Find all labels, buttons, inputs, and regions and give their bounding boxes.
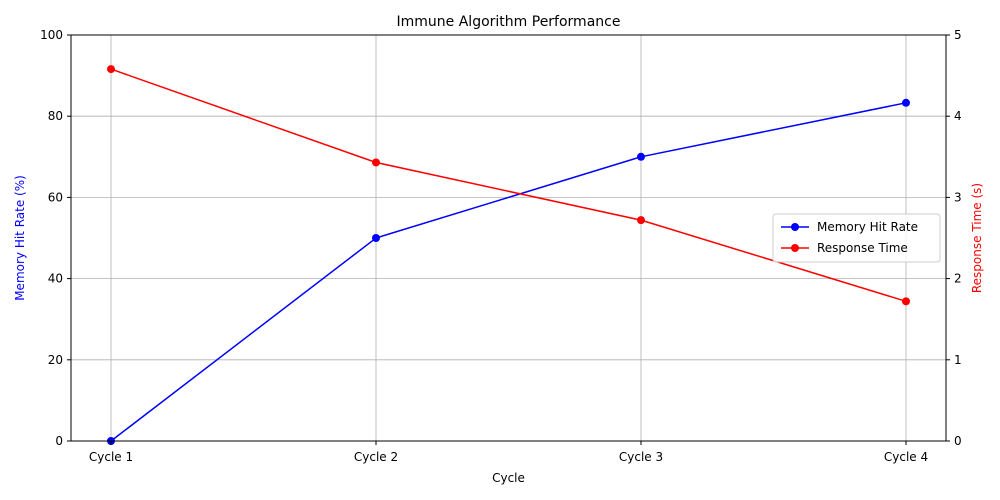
data-point <box>637 152 645 161</box>
x-axis-label: Cycle <box>492 471 525 485</box>
legend-entry-label: Memory Hit Rate <box>817 220 918 234</box>
chart-title: Immune Algorithm Performance <box>397 14 621 30</box>
y-left-axis-label: Memory Hit Rate (%) <box>13 175 27 301</box>
y-right-tick-label: 2 <box>954 272 962 286</box>
series-line <box>110 68 907 303</box>
data-point <box>637 216 645 225</box>
x-tick-label: Cycle 3 <box>619 450 663 464</box>
y-right-tick-label: 1 <box>954 353 962 367</box>
y-left-tick-label: 100 <box>40 28 63 42</box>
x-tick-label: Cycle 1 <box>89 450 133 464</box>
y-right-tick-label: 5 <box>954 28 962 42</box>
legend-entry-label: Response Time <box>817 241 908 255</box>
data-point <box>372 158 380 167</box>
data-point <box>107 65 115 74</box>
ticks: Cycle 1 Cycle 2 Cycle 3 Cycle 4020406080100… <box>40 28 962 464</box>
y-left-tick-label: 40 <box>48 272 63 286</box>
x-tick-label: Cycle 2 <box>354 450 398 464</box>
legend: Memory Hit Rate Response Time <box>772 213 941 263</box>
y-right-tick-label: 4 <box>954 109 962 123</box>
legend-box <box>772 213 941 263</box>
y-left-tick-label: 0 <box>55 434 63 448</box>
legend-marker <box>791 244 799 252</box>
y-right-tick-label: 3 <box>954 190 962 204</box>
y-left-tick-label: 20 <box>48 353 63 367</box>
series-line <box>110 102 907 442</box>
legend-marker <box>791 223 799 231</box>
plot-frame <box>70 34 947 442</box>
y-left-tick-label: 60 <box>48 190 63 204</box>
data-point <box>372 234 380 242</box>
y-right-tick-label: 0 <box>954 434 962 448</box>
y-left-tick-label: 80 <box>48 109 63 123</box>
data-point <box>902 98 910 107</box>
x-tick-label: Cycle 4 <box>884 450 928 464</box>
data-point <box>902 297 910 306</box>
y-right-axis-label: Response Time (s) <box>970 183 984 293</box>
